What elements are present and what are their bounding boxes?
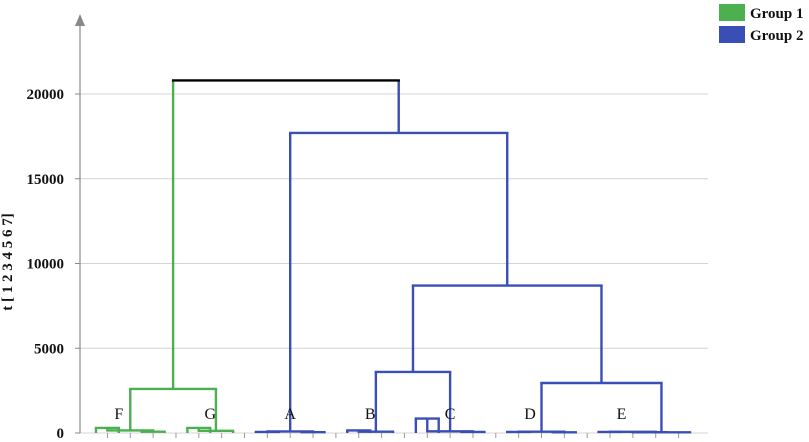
y-tick-label: 20000 bbox=[27, 87, 65, 103]
cluster-label: C bbox=[445, 406, 456, 423]
cluster-label: E bbox=[617, 406, 627, 423]
y-axis-title: t [ 1 2 3 4 5 6 7] bbox=[0, 213, 16, 311]
legend-swatch bbox=[719, 26, 745, 43]
legend-swatch bbox=[719, 4, 745, 21]
y-axis-arrow-icon bbox=[75, 14, 85, 26]
y-tick-label: 15000 bbox=[27, 172, 65, 188]
y-tick-label: 10000 bbox=[27, 257, 65, 273]
cluster-label: B bbox=[365, 406, 376, 423]
y-tick-label: 0 bbox=[57, 426, 65, 442]
y-axis: 0 5000 10000 15000 20000 bbox=[27, 14, 680, 442]
cluster-label: A bbox=[284, 406, 296, 423]
legend: Group 1 Group 2 bbox=[719, 4, 804, 44]
cluster-label: G bbox=[204, 406, 216, 423]
y-tick-label: 5000 bbox=[34, 341, 64, 357]
legend-label: Group 1 bbox=[750, 6, 804, 22]
cluster-label: D bbox=[524, 406, 536, 423]
dendrogram-tree bbox=[94, 79, 692, 434]
cluster-label: F bbox=[114, 406, 123, 423]
legend-label: Group 2 bbox=[750, 28, 804, 44]
